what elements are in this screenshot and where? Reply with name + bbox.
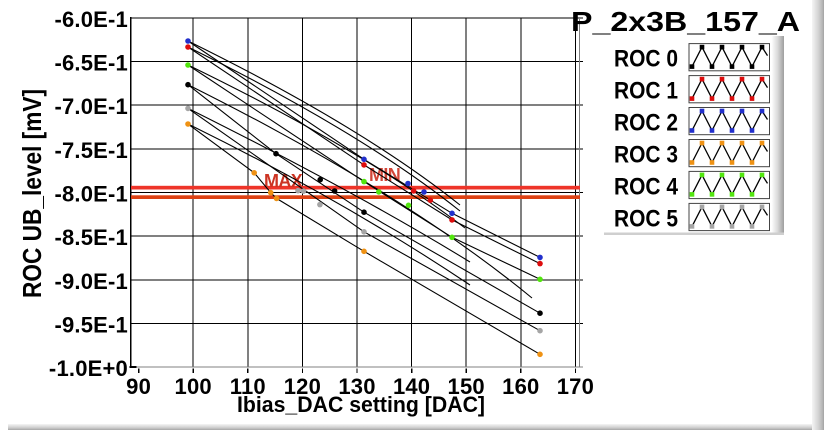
svg-text:MIN: MIN <box>369 165 400 185</box>
svg-text:-8.5E-1: -8.5E-1 <box>54 225 128 250</box>
svg-text:120: 120 <box>284 374 321 399</box>
svg-text:100: 100 <box>175 374 212 399</box>
svg-text:-6.0E-1: -6.0E-1 <box>54 7 128 32</box>
svg-text:-7.5E-1: -7.5E-1 <box>54 138 128 163</box>
svg-text:-9.0E-1: -9.0E-1 <box>54 269 128 294</box>
svg-text:-7.0E-1: -7.0E-1 <box>54 94 128 119</box>
svg-text:Ibias_DAC setting [DAC]: Ibias_DAC setting [DAC] <box>237 392 485 417</box>
svg-text:ROC UB_level [mV]: ROC UB_level [mV] <box>17 89 47 298</box>
svg-text:-8.0E-1: -8.0E-1 <box>54 181 128 206</box>
svg-text:170: 170 <box>557 374 594 399</box>
svg-text:ROC 0: ROC 0 <box>614 46 678 73</box>
svg-text:ROC 3: ROC 3 <box>614 142 678 169</box>
svg-text:110: 110 <box>230 374 266 399</box>
svg-text:150: 150 <box>448 374 485 399</box>
svg-text:160: 160 <box>502 374 539 399</box>
svg-text:140: 140 <box>393 374 430 399</box>
svg-text:90: 90 <box>126 374 151 399</box>
svg-text:-9.5E-1: -9.5E-1 <box>54 312 128 337</box>
svg-text:ROC 2: ROC 2 <box>614 110 678 137</box>
svg-text:-1.0E+0: -1.0E+0 <box>49 356 128 381</box>
svg-text:P_2x3B_157_A: P_2x3B_157_A <box>571 6 800 37</box>
svg-text:ROC 1: ROC 1 <box>614 78 678 105</box>
svg-text:ROC 4: ROC 4 <box>614 174 679 201</box>
svg-text:130: 130 <box>338 374 375 399</box>
svg-text:-6.5E-1: -6.5E-1 <box>54 50 128 75</box>
svg-text:ROC 5: ROC 5 <box>614 206 678 233</box>
svg-text:MAX: MAX <box>264 171 303 191</box>
